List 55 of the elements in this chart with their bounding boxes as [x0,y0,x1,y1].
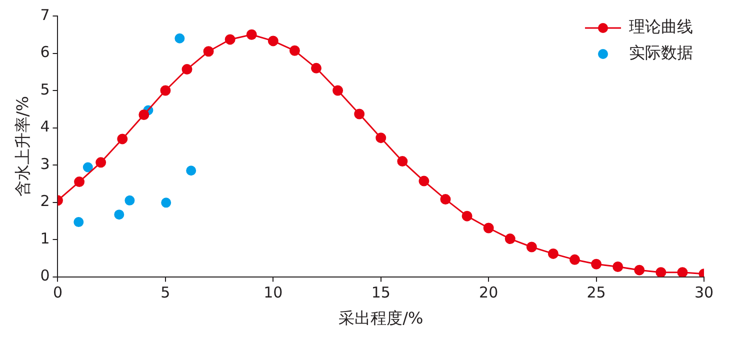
point [634,264,645,276]
point [160,85,171,96]
point [656,267,666,277]
point [570,254,580,265]
y-tick-label: 2 [40,192,50,210]
x-tick-label: 0 [52,284,63,302]
point [376,132,386,144]
x-tick-label: 15 [371,284,390,302]
point [418,176,430,186]
point [548,248,558,259]
point [310,62,322,74]
point [161,198,172,208]
y-tick-label: 5 [40,80,50,98]
point [117,134,128,144]
x-tick-label: 25 [586,284,606,302]
point [182,64,192,75]
point [82,162,93,172]
x-tick-label: 5 [160,284,170,302]
y-axis-title: 含水上升率/% [12,96,32,197]
point [289,45,300,56]
point [74,176,85,188]
point [504,234,516,244]
point [186,166,196,176]
point [440,194,451,205]
y-tick-label: 0 [40,266,50,285]
point [397,156,408,167]
point [96,157,106,168]
point [677,267,688,277]
y-tick-label: 4 [40,118,50,136]
y-tick-label: 7 [40,6,50,24]
x-tick-label: 30 [694,284,714,302]
x-tick-label: 20 [479,284,498,302]
point [138,109,150,120]
point [268,36,278,46]
y-tick-label: 1 [40,229,50,248]
point [246,29,257,40]
legend-label: 实际数据 [629,43,693,62]
point [114,210,124,220]
point [354,108,365,120]
y-tick-label: 3 [40,154,50,173]
x-tick-label: 10 [264,284,283,302]
point [462,210,472,222]
point [483,222,494,234]
point [74,217,84,228]
point [174,33,185,44]
point [526,242,537,252]
y-tick-label: 6 [40,43,50,62]
legend-label: 理论曲线 [629,17,693,36]
point [332,85,344,96]
point [591,258,602,270]
x-axis-title: 采出程度/% [338,308,424,328]
point [124,195,135,206]
point [612,261,624,272]
point [203,46,214,57]
point [224,34,236,45]
